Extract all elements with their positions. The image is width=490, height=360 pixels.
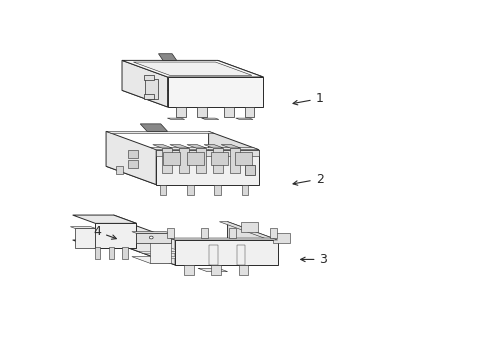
Polygon shape xyxy=(237,245,245,265)
Polygon shape xyxy=(73,240,136,248)
Polygon shape xyxy=(128,150,138,158)
Polygon shape xyxy=(133,62,252,75)
Polygon shape xyxy=(204,145,223,148)
Text: 3: 3 xyxy=(301,253,327,266)
Text: 4: 4 xyxy=(93,225,116,239)
Polygon shape xyxy=(145,79,158,99)
Polygon shape xyxy=(198,268,227,271)
Polygon shape xyxy=(187,145,206,148)
Text: 2: 2 xyxy=(293,172,323,185)
Polygon shape xyxy=(122,60,263,77)
Polygon shape xyxy=(159,247,218,265)
Polygon shape xyxy=(167,228,174,238)
Polygon shape xyxy=(156,150,259,156)
Polygon shape xyxy=(116,166,123,174)
Text: 1: 1 xyxy=(293,92,323,105)
Polygon shape xyxy=(106,131,156,185)
Polygon shape xyxy=(170,238,278,240)
Polygon shape xyxy=(114,215,136,248)
Polygon shape xyxy=(221,145,241,148)
Polygon shape xyxy=(211,152,228,165)
Polygon shape xyxy=(162,148,172,173)
Polygon shape xyxy=(125,222,175,265)
Polygon shape xyxy=(109,247,114,259)
Polygon shape xyxy=(125,247,278,265)
Polygon shape xyxy=(179,148,189,173)
Polygon shape xyxy=(150,238,171,263)
Polygon shape xyxy=(144,94,154,99)
Polygon shape xyxy=(197,107,207,117)
Polygon shape xyxy=(187,152,204,165)
Polygon shape xyxy=(187,247,245,265)
Polygon shape xyxy=(178,166,185,174)
Polygon shape xyxy=(218,60,263,107)
Polygon shape xyxy=(170,145,189,148)
Polygon shape xyxy=(128,161,138,168)
Polygon shape xyxy=(158,54,177,60)
Polygon shape xyxy=(106,166,259,185)
Polygon shape xyxy=(235,152,252,165)
Polygon shape xyxy=(229,228,236,238)
Polygon shape xyxy=(241,222,258,232)
Circle shape xyxy=(149,236,153,239)
Polygon shape xyxy=(160,185,167,194)
Polygon shape xyxy=(239,265,248,275)
Polygon shape xyxy=(122,90,263,107)
Polygon shape xyxy=(144,75,154,80)
Polygon shape xyxy=(122,247,128,259)
Polygon shape xyxy=(132,257,171,263)
Polygon shape xyxy=(138,251,246,253)
Polygon shape xyxy=(270,228,276,238)
Polygon shape xyxy=(176,107,186,117)
Polygon shape xyxy=(230,148,241,173)
Polygon shape xyxy=(273,233,290,243)
Polygon shape xyxy=(122,60,168,107)
Polygon shape xyxy=(140,124,168,131)
Polygon shape xyxy=(227,222,278,265)
Polygon shape xyxy=(163,152,180,165)
Polygon shape xyxy=(196,148,206,173)
Polygon shape xyxy=(224,107,234,117)
Polygon shape xyxy=(71,227,96,228)
Polygon shape xyxy=(184,265,194,275)
Polygon shape xyxy=(236,118,253,120)
Polygon shape xyxy=(214,185,221,194)
Polygon shape xyxy=(242,185,248,194)
Polygon shape xyxy=(168,77,263,107)
Polygon shape xyxy=(175,240,278,265)
Polygon shape xyxy=(153,145,172,148)
Polygon shape xyxy=(96,223,136,248)
Polygon shape xyxy=(209,245,218,265)
Polygon shape xyxy=(187,185,194,194)
Polygon shape xyxy=(211,265,221,275)
Polygon shape xyxy=(151,256,260,258)
Polygon shape xyxy=(168,118,185,120)
Polygon shape xyxy=(209,131,259,185)
Polygon shape xyxy=(245,165,255,175)
Polygon shape xyxy=(136,233,171,243)
Polygon shape xyxy=(106,131,214,133)
Polygon shape xyxy=(201,118,219,120)
Polygon shape xyxy=(213,148,223,173)
Polygon shape xyxy=(156,150,259,185)
Polygon shape xyxy=(73,215,136,223)
Polygon shape xyxy=(132,232,171,233)
Polygon shape xyxy=(75,228,96,248)
Polygon shape xyxy=(245,107,254,117)
Polygon shape xyxy=(151,148,259,150)
Polygon shape xyxy=(220,222,278,240)
Polygon shape xyxy=(95,247,100,259)
Polygon shape xyxy=(201,228,208,238)
